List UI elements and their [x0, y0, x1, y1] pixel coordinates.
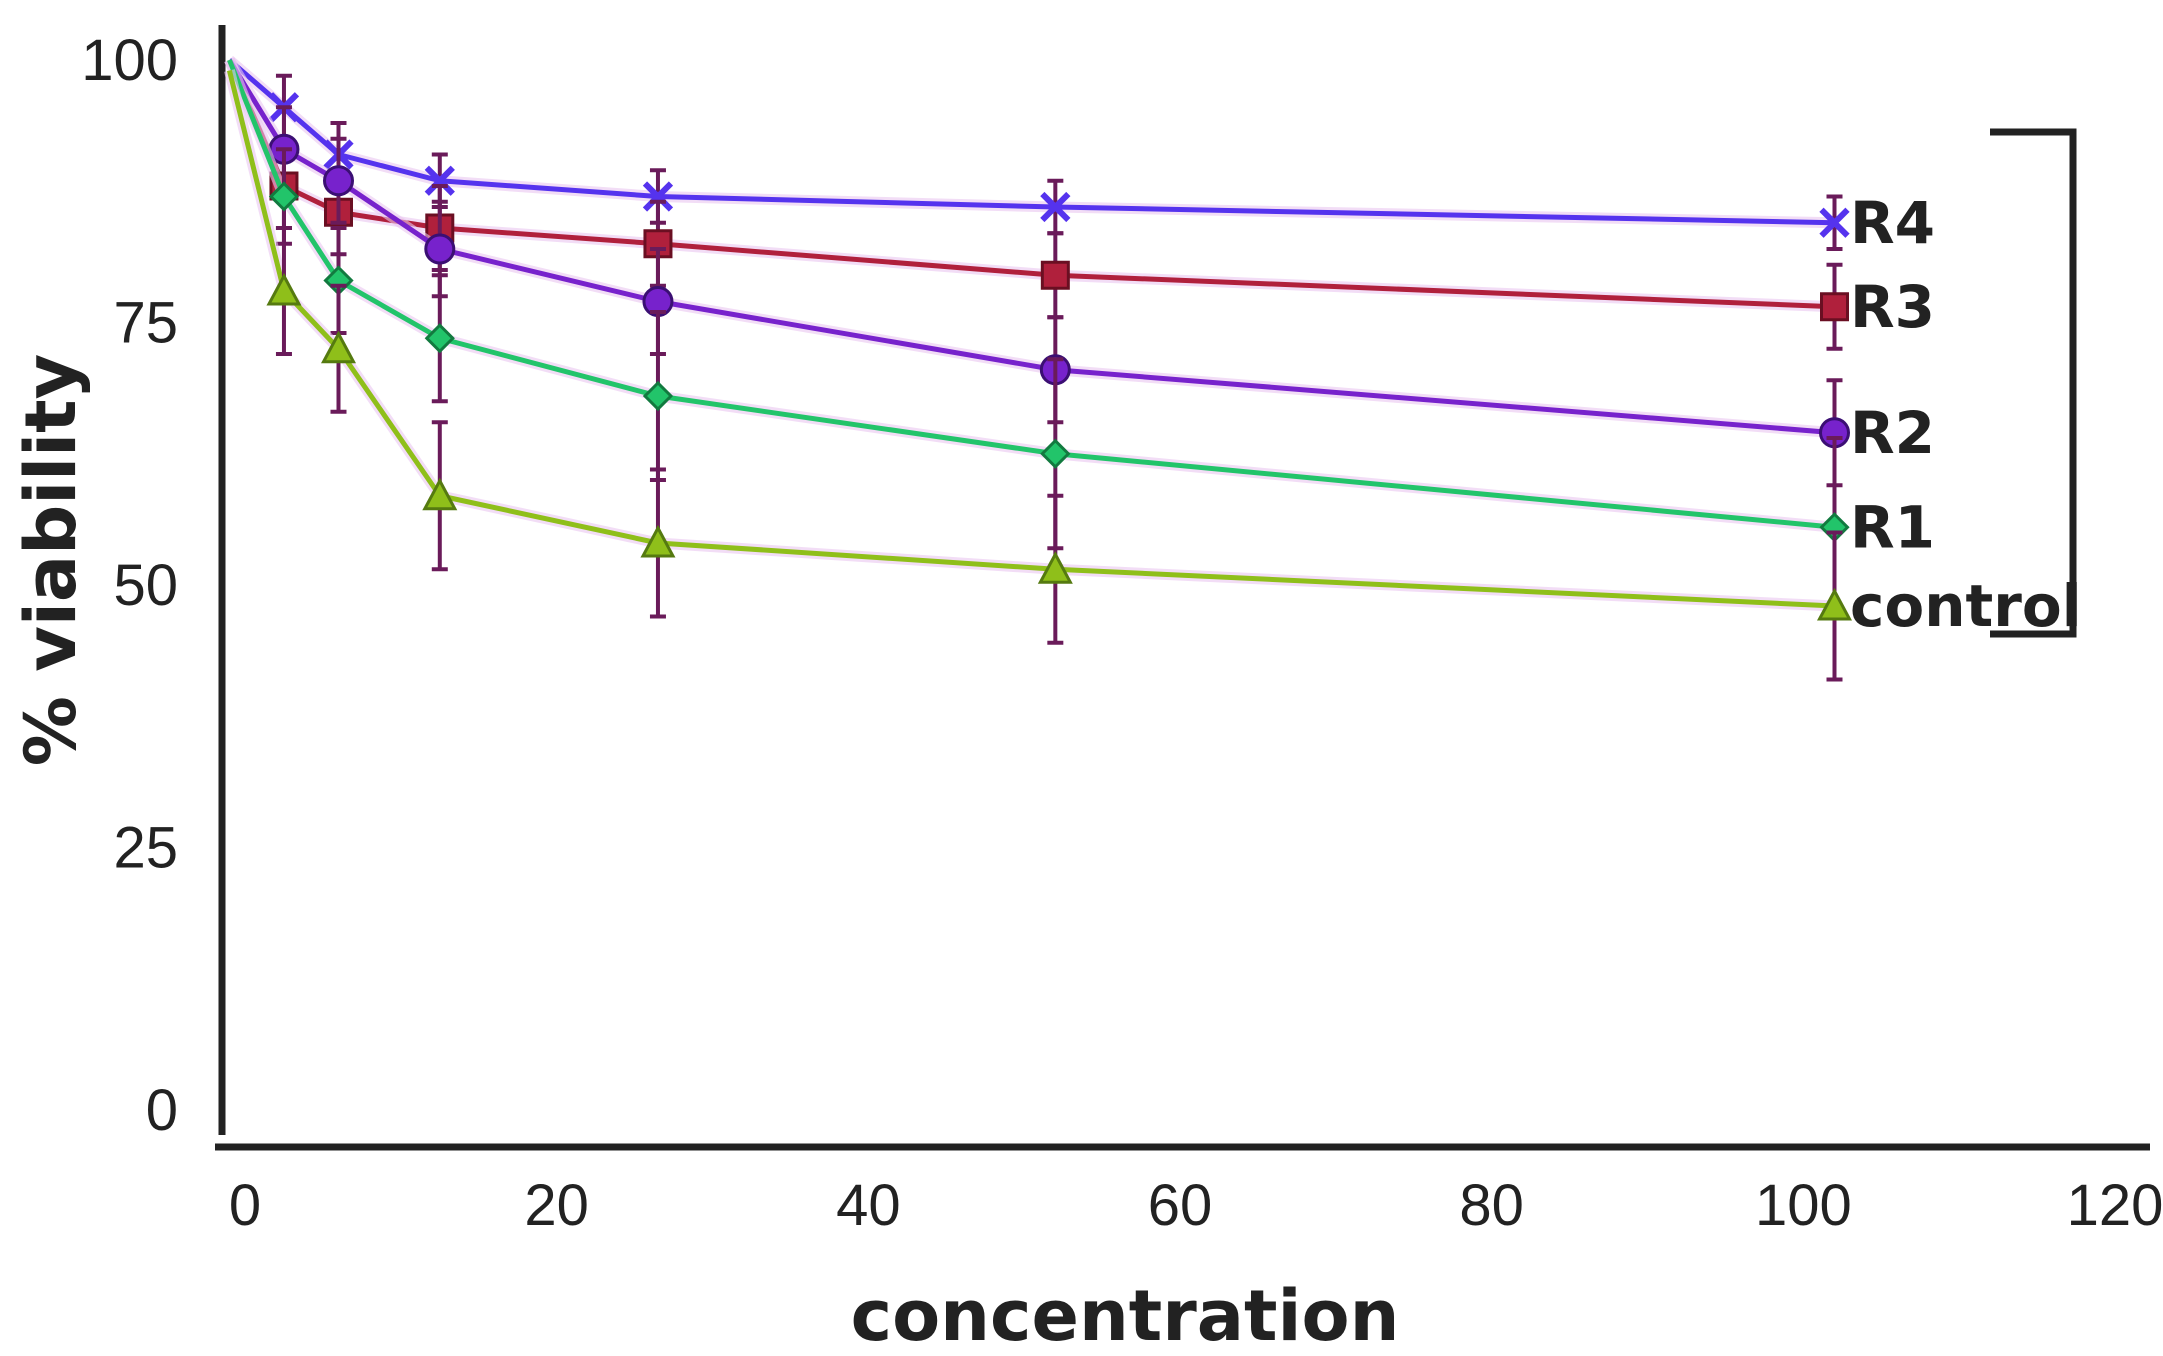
marker-triangle [640, 524, 676, 558]
marker-triangle [1037, 551, 1073, 584]
series-label-R4: R4 [1850, 189, 1935, 257]
series-labels: R4 R3 R2 R1 control [1850, 189, 2082, 640]
series-label-R1: R1 [1850, 493, 1935, 561]
marker-triangle [422, 477, 458, 511]
axes [215, 25, 2150, 1151]
marker-diamond [1040, 438, 1071, 469]
series-control [224, 69, 1853, 682]
marker-diamond [424, 323, 455, 354]
x-tick-label: 100 [1755, 1173, 1852, 1238]
series-halo [224, 69, 1835, 612]
series-R4 [225, 55, 1850, 251]
series-label-R2: R2 [1850, 399, 1935, 467]
series-halo [225, 55, 1835, 229]
marker-diamond [268, 181, 300, 212]
x-tick-labels: 0 20 40 60 80 100 120 [229, 1173, 2163, 1238]
series-label-control: control [1850, 572, 2082, 640]
marker-triangle [1816, 587, 1853, 621]
marker-x [642, 181, 674, 212]
marker-x [1040, 191, 1071, 223]
y-tick-labels: 0 25 50 75 100 [81, 28, 178, 1143]
marker-x [424, 165, 455, 196]
x-tick-label: 80 [1459, 1173, 1524, 1238]
marker-triangle [320, 330, 357, 364]
series-bracket [1990, 128, 2077, 638]
y-tick-label: 50 [113, 553, 178, 618]
y-tick-label: 25 [113, 816, 178, 881]
x-tick-label: 40 [836, 1173, 901, 1238]
marker-circle [424, 233, 456, 265]
series-line [226, 69, 1835, 609]
series-layer [224, 55, 1853, 682]
series-line [227, 58, 1835, 436]
y-tick-label: 75 [113, 291, 178, 356]
marker-circle [323, 165, 354, 197]
series-R1 [224, 57, 1850, 619]
x-tick-label: 20 [524, 1173, 589, 1238]
marker-x [1819, 207, 1850, 238]
marker-triangle [266, 272, 302, 306]
x-tick-label: 120 [2067, 1173, 2163, 1238]
series-label-R3: R3 [1850, 273, 1935, 341]
series-line [227, 58, 1835, 226]
x-axis-title: concentration [851, 1275, 1400, 1356]
x-tick-label: 0 [229, 1173, 261, 1238]
series-halo [224, 57, 1835, 439]
y-axis-title: % viability [10, 354, 92, 767]
y-tick-label: 0 [146, 1078, 178, 1143]
x-tick-label: 60 [1148, 1173, 1213, 1238]
marker-square [1040, 260, 1070, 290]
marker-diamond [642, 380, 674, 412]
marker-square [1820, 292, 1849, 322]
y-tick-label: 100 [81, 28, 178, 93]
